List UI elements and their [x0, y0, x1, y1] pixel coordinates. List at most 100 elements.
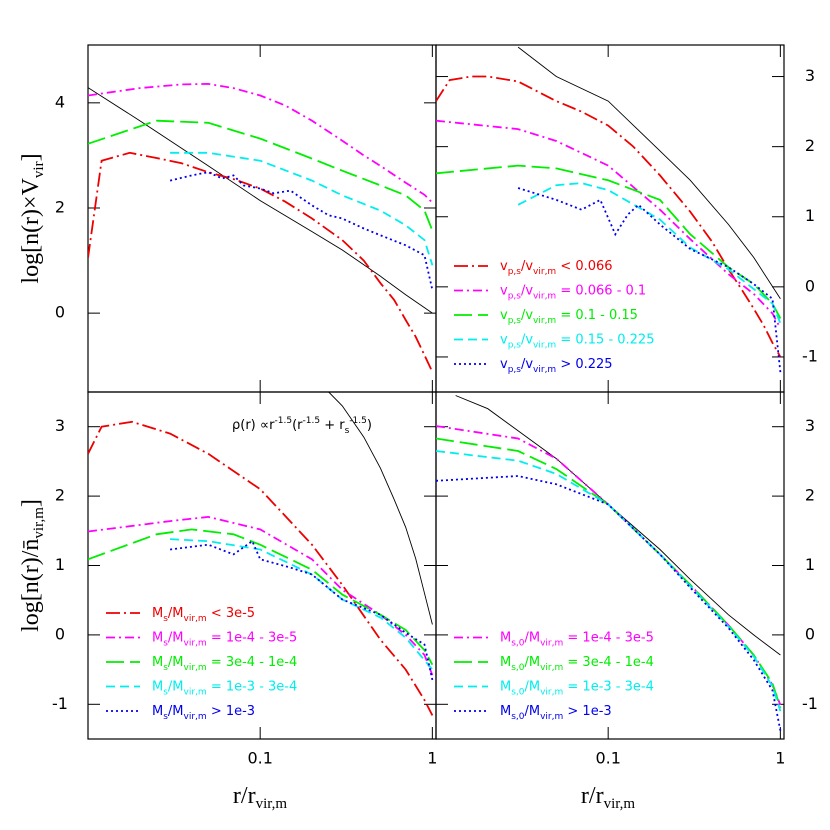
label-part: > 1e-3 — [563, 704, 611, 719]
label-part: p,s — [508, 267, 522, 277]
y-tick-label: 2 — [55, 486, 65, 505]
series-line — [328, 392, 433, 625]
series-line — [436, 475, 782, 731]
series-line — [436, 75, 782, 358]
series-line — [436, 164, 782, 319]
label-part: vir,m — [256, 796, 288, 812]
label-part: s,0 — [511, 712, 525, 722]
series-line — [88, 87, 433, 314]
annotation-part: + r — [320, 418, 345, 433]
label-part: p,s — [508, 365, 522, 375]
series-line — [517, 46, 781, 300]
label-part: s,0 — [511, 663, 525, 673]
label-part: > 1e-3 — [207, 704, 255, 719]
legend-label: Ms/Mvir,m = 1e-3 - 3e-4 — [152, 679, 297, 697]
annotation-part: ) — [367, 418, 372, 433]
label-part: v — [500, 332, 508, 347]
label-part: = 3e-4 - 1e-4 — [207, 655, 298, 670]
label-part: /M — [525, 655, 541, 670]
series-line — [170, 538, 434, 671]
label-part: = 1e-3 - 3e-4 — [207, 679, 298, 694]
legend-label: Ms/Mvir,m > 1e-3 — [152, 704, 255, 722]
label-part: M — [500, 630, 511, 645]
annotation: ρ(r) ∝r-1.5(r-1.5 + rs-1.5) — [232, 416, 372, 436]
label-part: s — [163, 712, 168, 722]
label-part: s — [163, 663, 168, 673]
y-tick-label: 0 — [805, 276, 815, 295]
label-part: = 0.1 - 0.15 — [556, 308, 638, 323]
annotation-part: s — [345, 426, 350, 436]
legend-label: Ms,0/Mvir,m = 1e-3 - 3e-4 — [500, 679, 654, 697]
y-tick-label: 0 — [55, 624, 65, 643]
label-part: = 3e-4 - 1e-4 — [563, 655, 654, 670]
annotation-part: -1.5 — [303, 416, 321, 426]
label-part: vir,m — [533, 340, 556, 350]
y-tick-label: 3 — [805, 416, 815, 435]
label-part: vir,m — [184, 614, 207, 624]
label-part: p,s — [508, 291, 522, 301]
y-tick-label: 1 — [55, 555, 65, 574]
y-tick-label: 1 — [805, 206, 815, 225]
annotation-part: ρ(r) ∝r — [232, 418, 275, 433]
label-part: vir,m — [540, 712, 563, 722]
y-tick-label: -1 — [802, 694, 818, 713]
label-part: s — [163, 638, 168, 648]
label-part: vir,m — [31, 507, 47, 539]
label-part: r/r — [581, 783, 604, 809]
y-tick-label: 1 — [805, 555, 815, 574]
series-line — [88, 82, 434, 204]
y-tick-label: 3 — [805, 66, 815, 85]
y-axis-label: log[n(r)/n̄vir,m] — [18, 499, 48, 632]
label-part: /M — [168, 679, 184, 694]
label-part: = 1e-4 - 3e-5 — [563, 630, 654, 645]
label-part: M — [152, 704, 163, 719]
annotation-part: -1.5 — [349, 416, 367, 426]
label-part: vir,m — [540, 687, 563, 697]
label-part: v — [500, 357, 508, 372]
label-part: /v — [521, 259, 533, 274]
label-part: M — [152, 606, 163, 621]
legend-label: Ms/Mvir,m = 1e-4 - 3e-5 — [152, 630, 297, 648]
label-part: vir,m — [184, 687, 207, 697]
legend-label: vp,s/vvir,m = 0.15 - 0.225 — [500, 332, 654, 350]
label-part: s,0 — [511, 687, 525, 697]
legend-label: Ms/Mvir,m = 3e-4 - 1e-4 — [152, 655, 297, 673]
label-part: vir,m — [533, 267, 556, 277]
label-part: p,s — [508, 340, 522, 350]
label-part: /v — [521, 357, 533, 372]
legend-label: Ms,0/Mvir,m = 1e-4 - 3e-5 — [500, 630, 654, 648]
legend-label: Ms,0/Mvir,m = 3e-4 - 1e-4 — [500, 655, 654, 673]
label-part: s — [163, 614, 168, 624]
label-part: s — [163, 687, 168, 697]
legend-label: vp,s/vvir,m = 0.1 - 0.15 — [500, 308, 638, 326]
series-line — [517, 182, 782, 324]
series-line — [88, 515, 434, 676]
legend-label: vp,s/vvir,m < 0.066 — [500, 259, 613, 277]
label-part: v — [500, 259, 508, 274]
x-tick-label: 0.1 — [595, 749, 620, 768]
y-tick-label: -1 — [52, 694, 68, 713]
label-part: = 0.066 - 0.1 — [556, 283, 646, 298]
series-line — [88, 119, 434, 231]
label-part: v — [500, 308, 508, 323]
label-part: log[n(r)/n̄ — [18, 539, 44, 632]
label-part: M — [500, 704, 511, 719]
legend-label: Ms,0/Mvir,m > 1e-3 — [500, 704, 612, 722]
label-part: < 3e-5 — [207, 606, 255, 621]
label-part: M — [152, 630, 163, 645]
label-part: = 1e-4 - 3e-5 — [207, 630, 298, 645]
label-part: vir,m — [604, 796, 636, 812]
label-part: /M — [525, 704, 541, 719]
label-part: M — [152, 679, 163, 694]
label-part: vir,m — [540, 663, 563, 673]
x-axis-label: r/rvir,m — [233, 783, 287, 813]
label-part: /v — [521, 332, 533, 347]
label-part: vir,m — [184, 638, 207, 648]
y-tick-label: 2 — [805, 136, 815, 155]
label-part: p,s — [508, 316, 522, 326]
label-part: ] — [18, 499, 44, 507]
series-line — [88, 528, 434, 666]
x-tick-label: 0.1 — [247, 749, 272, 768]
label-part: vir,m — [533, 316, 556, 326]
label-part: vir,m — [540, 638, 563, 648]
